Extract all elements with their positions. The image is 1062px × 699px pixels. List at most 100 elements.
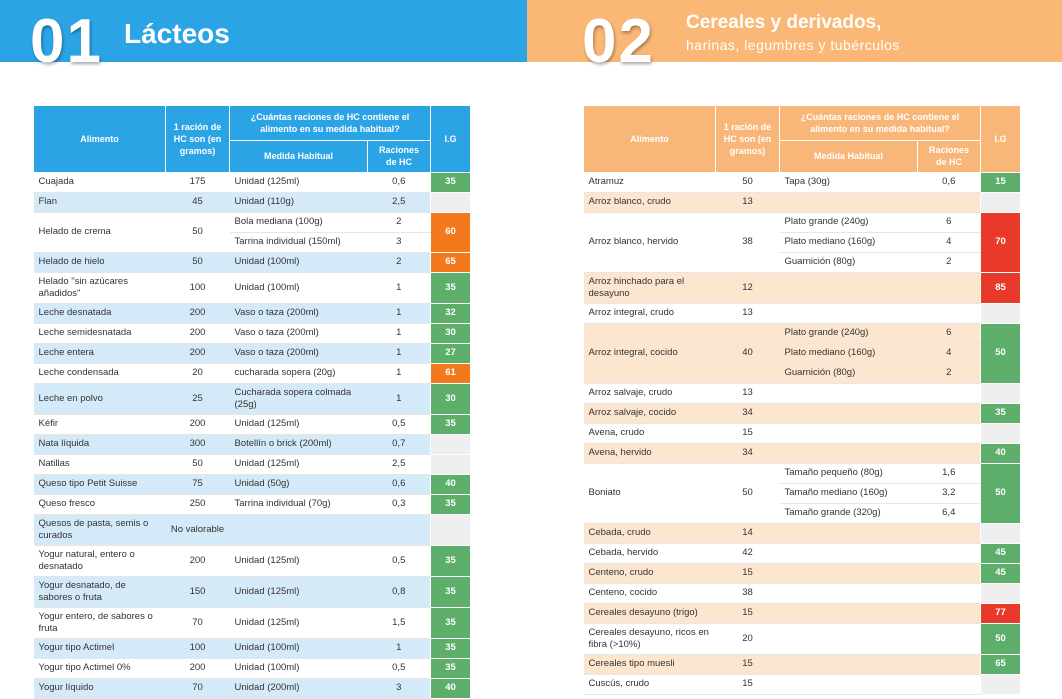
food-cell: Avena, hervido <box>583 443 716 464</box>
header-cell: Medida Habitual <box>229 140 368 173</box>
ig-cell: 65 <box>430 252 472 273</box>
table-row: Tarrina individual (150ml) 3 <box>34 232 471 253</box>
ig-cell: 35 <box>430 607 472 639</box>
ig-cell: 50 <box>980 323 1022 384</box>
ig-cell: 30 <box>430 323 472 344</box>
rations-cell: 3,2 <box>917 483 981 504</box>
table-row: Yogur líquido 70 Unidad (200ml) 3 40 <box>33 678 472 699</box>
rations-cell: 2 <box>367 212 431 233</box>
food-cell: Arroz blanco, hervido <box>583 212 716 273</box>
table-row: Plato mediano (160g) 4 <box>584 343 1021 364</box>
food-cell: Queso fresco <box>33 494 166 515</box>
measure-cell: Tarrina individual (150ml) <box>229 232 368 253</box>
measure-cell <box>779 383 981 404</box>
measure-cell: Botellín o brick (200ml) <box>229 434 368 455</box>
measure-cell <box>779 403 981 424</box>
ig-cell: 35 <box>430 576 472 608</box>
ig-cell: 32 <box>430 303 472 324</box>
ig-cell: 50 <box>980 623 1022 655</box>
grams-cell: 15 <box>715 603 780 624</box>
rations-cell: 2,5 <box>367 454 431 475</box>
table-row: Leche desnatada 200 Vaso o taza (200ml) 1 32 <box>33 303 472 324</box>
ig-cell <box>980 303 1022 324</box>
grams-cell: 50 <box>715 172 780 193</box>
table-row: Arroz hinchado para el desayuno 12 85 <box>583 272 1022 304</box>
food-cell: Leche en polvo <box>33 383 166 415</box>
food-cell: Leche condensada <box>33 363 166 384</box>
table-row: Boniato 50 Tamaño pequeño (80g) 1,6 50 <box>583 463 1022 524</box>
grams-cell: 150 <box>165 576 230 608</box>
grams-cell: 40 <box>715 323 780 384</box>
rations-cell: 0,3 <box>367 494 431 515</box>
table-row: Tamaño grande (320g) 6,4 <box>584 503 1021 524</box>
food-cell: Nata líquida <box>33 434 166 455</box>
measure-cell: Vaso o taza (200ml) <box>229 343 368 364</box>
ig-cell <box>980 583 1022 604</box>
rations-cell: 0,5 <box>367 414 431 435</box>
table-row: Atramuz 50 Tapa (30g) 0,6 15 <box>583 172 1022 193</box>
measure-cell <box>779 523 981 544</box>
table-row: Leche entera 200 Vaso o taza (200ml) 1 27 <box>33 343 472 364</box>
food-cell: Arroz salvaje, crudo <box>583 383 716 404</box>
rations-cell: 0,7 <box>367 434 431 455</box>
measure-cell: Unidad (125ml) <box>229 545 368 577</box>
grams-cell: 175 <box>165 172 230 193</box>
food-cell: Yogur tipo Actimel 0% <box>33 658 166 679</box>
measure-cell: Unidad (200ml) <box>229 678 368 699</box>
food-cell: Yogur líquido <box>33 678 166 699</box>
food-cell: Quesos de pasta, semis o curados <box>33 514 166 546</box>
table-row: Yogur tipo Actimel 100 Unidad (100ml) 1 35 <box>33 638 472 659</box>
measure-cell: Plato mediano (160g) <box>779 232 918 253</box>
rations-cell: 6 <box>917 212 981 233</box>
food-cell: Arroz blanco, crudo <box>583 192 716 213</box>
table-row: Natillas 50 Unidad (125ml) 2,5 <box>33 454 472 475</box>
food-cell: Leche desnatada <box>33 303 166 324</box>
table-row: Yogur natural, entero o desnatado 200 Unid… <box>33 545 472 577</box>
measure-cell: Unidad (110g) <box>229 192 368 213</box>
table-row: Flan 45 Unidad (110g) 2,5 <box>33 192 472 213</box>
ig-cell <box>430 192 472 213</box>
grams-cell: 15 <box>715 423 780 444</box>
table-row: Yogur entero, de sabores o fruta 70 Unidad… <box>33 607 472 639</box>
rations-cell: 2 <box>367 252 431 273</box>
table-row: Arroz integral, crudo 13 <box>583 303 1022 324</box>
food-cell: Cebada, crudo <box>583 523 716 544</box>
food-table: Alimento 1 ración de HC son (en gramos) ¿C… <box>33 106 472 699</box>
table-row: Avena, crudo 15 <box>583 423 1022 444</box>
ig-cell: 40 <box>430 474 472 495</box>
grams-cell: 25 <box>165 383 230 415</box>
header-cell: ¿Cuántas raciones de HC contiene el alim… <box>228 106 432 141</box>
measure-cell <box>779 603 981 624</box>
section-number: 01 <box>30 7 103 76</box>
table-row: Centeno, cocido 38 <box>583 583 1022 604</box>
food-cell: Centeno, cocido <box>583 583 716 604</box>
food-cell: Natillas <box>33 454 166 475</box>
grams-cell: 14 <box>715 523 780 544</box>
measure-cell <box>779 654 981 675</box>
table-row: Cebada, crudo 14 <box>583 523 1022 544</box>
table-row: Cebada, hervido 42 45 <box>583 543 1022 564</box>
ig-cell <box>430 454 472 475</box>
measure-cell <box>779 543 981 564</box>
grams-cell: 13 <box>715 192 780 213</box>
table-row: Quesos de pasta, semis o curados No valor… <box>33 514 472 546</box>
grams-cell: 20 <box>165 363 230 384</box>
rations-cell: 1 <box>367 638 431 659</box>
grams-cell: 15 <box>715 654 780 675</box>
table-row: Queso fresco 250 Tarrina individual (70g) 0… <box>33 494 472 515</box>
grams-cell: 34 <box>715 443 780 464</box>
rations-cell: 1,6 <box>917 463 981 484</box>
food-cell: Queso tipo Petit Suisse <box>33 474 166 495</box>
measure-cell: Guarnición (80g) <box>779 363 918 384</box>
ig-cell: 15 <box>980 172 1022 193</box>
header-cell: Raciones de HC <box>366 140 432 173</box>
table-row: Arroz salvaje, cocido 34 35 <box>583 403 1022 424</box>
measure-cell: Plato grande (240g) <box>779 212 918 233</box>
table-row: Guarnición (80g) 2 <box>584 252 1021 273</box>
ig-cell <box>430 514 472 546</box>
measure-cell: Unidad (125ml) <box>229 607 368 639</box>
table-row: Guarnición (80g) 2 <box>584 363 1021 384</box>
ig-cell <box>980 192 1022 213</box>
